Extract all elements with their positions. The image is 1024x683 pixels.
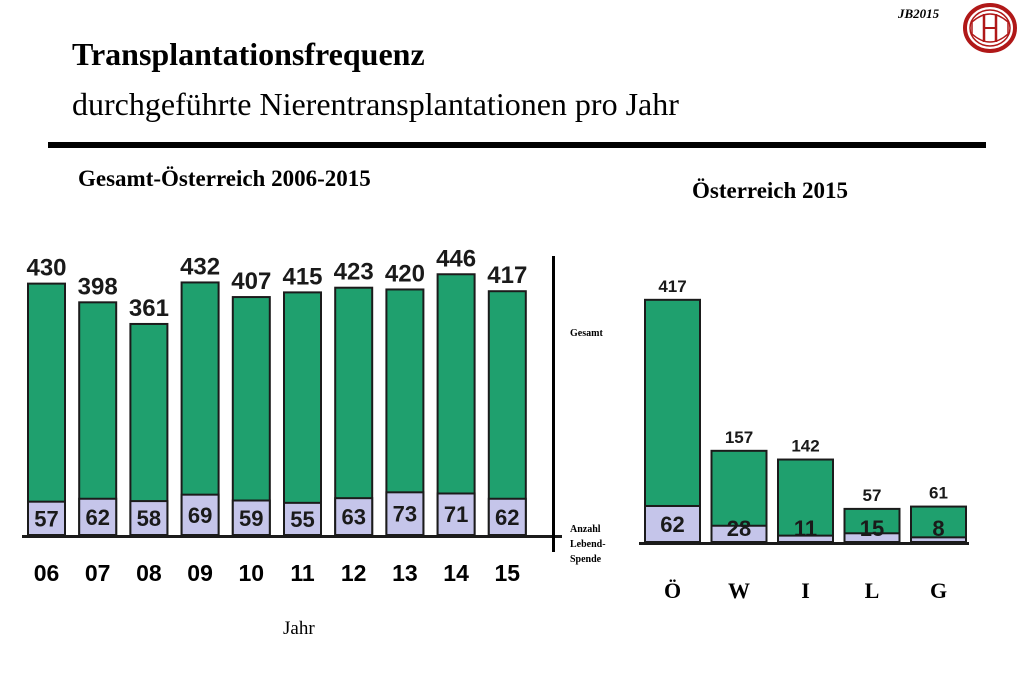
organization-logo bbox=[963, 3, 1017, 53]
x-tick-label: 10 bbox=[239, 560, 265, 586]
data-label-gesamt: 430 bbox=[26, 255, 66, 282]
x-tick-label: 08 bbox=[136, 560, 162, 586]
data-label-gesamt: 142 bbox=[791, 437, 819, 456]
bar-gesamt bbox=[231, 296, 271, 536]
bar-lebend-spende bbox=[487, 497, 527, 536]
data-label-gesamt: 61 bbox=[929, 484, 948, 503]
bar-gesamt bbox=[334, 286, 374, 537]
bar-lebend-spende bbox=[710, 524, 768, 544]
x-tick-label: 13 bbox=[392, 560, 418, 586]
x-tick-label: 12 bbox=[341, 560, 367, 586]
bar-lebend-spende bbox=[910, 536, 967, 543]
data-label-gesamt: 420 bbox=[385, 260, 425, 287]
data-label-gesamt: 417 bbox=[658, 277, 686, 296]
x-tick-label: 07 bbox=[85, 560, 111, 586]
bar-gesamt bbox=[180, 281, 220, 537]
data-label-lebend-spende: 73 bbox=[393, 502, 417, 527]
x-tick-label: 06 bbox=[34, 560, 60, 586]
bar-gesamt bbox=[910, 505, 967, 544]
chart-divider bbox=[552, 256, 555, 552]
bar-lebend-spende bbox=[78, 497, 118, 536]
legend-label-gesamt: Gesamt bbox=[570, 328, 603, 339]
data-label-gesamt: 417 bbox=[487, 262, 527, 289]
data-label-lebend-spende: 8 bbox=[932, 516, 944, 541]
page-subtitle: durchgeführte Nierentransplantationen pr… bbox=[72, 86, 679, 122]
bar-lebend-spende bbox=[180, 493, 220, 536]
data-label-gesamt: 423 bbox=[334, 259, 374, 286]
data-label-lebend-spende: 58 bbox=[137, 506, 161, 531]
year-badge: JB2015 bbox=[898, 6, 940, 21]
x-axis-title-annual: Jahr bbox=[283, 618, 315, 639]
bar-gesamt bbox=[129, 322, 169, 537]
data-label-lebend-spende: 15 bbox=[860, 516, 884, 541]
data-label-lebend-spende: 71 bbox=[444, 502, 468, 527]
data-label-lebend-spende: 62 bbox=[660, 512, 684, 537]
data-label-lebend-spende: 28 bbox=[727, 516, 751, 541]
x-tick-label: 15 bbox=[495, 560, 521, 586]
bar-lebend-spende bbox=[843, 532, 901, 543]
bar-gesamt bbox=[283, 291, 322, 536]
title-divider bbox=[48, 142, 986, 148]
bar-gesamt bbox=[78, 301, 118, 537]
bar-gesamt bbox=[27, 282, 66, 536]
chart-baseline bbox=[639, 542, 969, 545]
bar-gesamt bbox=[436, 273, 476, 536]
x-tick-label: 11 bbox=[290, 560, 315, 586]
data-label-lebend-spende: 62 bbox=[85, 505, 109, 530]
bar-gesamt bbox=[777, 458, 834, 543]
data-label-gesamt: 398 bbox=[78, 273, 118, 300]
bar-lebend-spende bbox=[334, 497, 374, 536]
x-tick-label: I bbox=[801, 578, 810, 603]
data-label-lebend-spende: 59 bbox=[239, 506, 263, 531]
x-tick-label: G bbox=[930, 578, 947, 603]
page-title: Transplantationsfrequenz bbox=[72, 36, 425, 72]
data-label-lebend-spende: 62 bbox=[495, 505, 519, 530]
x-tick-label: Ö bbox=[664, 578, 681, 603]
data-label-gesamt: 57 bbox=[863, 486, 882, 505]
bar-lebend-spende bbox=[436, 492, 476, 536]
data-label-gesamt: 361 bbox=[129, 295, 169, 322]
bar-lebend-spende bbox=[27, 500, 66, 536]
bar-lebend-spende bbox=[777, 534, 834, 543]
bar-gesamt bbox=[644, 298, 701, 544]
bar-lebend-spende bbox=[385, 491, 425, 537]
data-label-gesamt: 407 bbox=[231, 268, 271, 295]
data-label-lebend-spende: 55 bbox=[290, 507, 314, 532]
bar-lebend-spende bbox=[231, 499, 271, 536]
chart-baseline bbox=[22, 535, 562, 538]
data-label-gesamt: 157 bbox=[725, 428, 753, 447]
chart-title-annual: Gesamt-Österreich 2006-2015 bbox=[78, 166, 371, 191]
data-label-lebend-spende: 57 bbox=[34, 506, 58, 531]
x-tick-label: 14 bbox=[443, 560, 469, 586]
legend-label-lebend-spende: Anzahl Lebend- Spende bbox=[570, 524, 606, 565]
data-label-gesamt: 415 bbox=[282, 263, 322, 290]
data-label-lebend-spende: 63 bbox=[341, 505, 365, 530]
x-tick-label: W bbox=[728, 578, 750, 603]
bar-lebend-spende bbox=[129, 500, 169, 537]
x-tick-label: 09 bbox=[187, 560, 213, 586]
chart-title-regional: Österreich 2015 bbox=[692, 178, 849, 203]
bar-lebend-spende bbox=[644, 504, 701, 543]
bar-lebend-spende bbox=[283, 501, 322, 537]
data-label-gesamt: 432 bbox=[180, 253, 220, 280]
data-label-lebend-spende: 69 bbox=[188, 503, 212, 528]
x-tick-label: L bbox=[865, 578, 880, 603]
data-label-gesamt: 446 bbox=[436, 245, 476, 272]
data-label-lebend-spende: 11 bbox=[794, 516, 817, 541]
